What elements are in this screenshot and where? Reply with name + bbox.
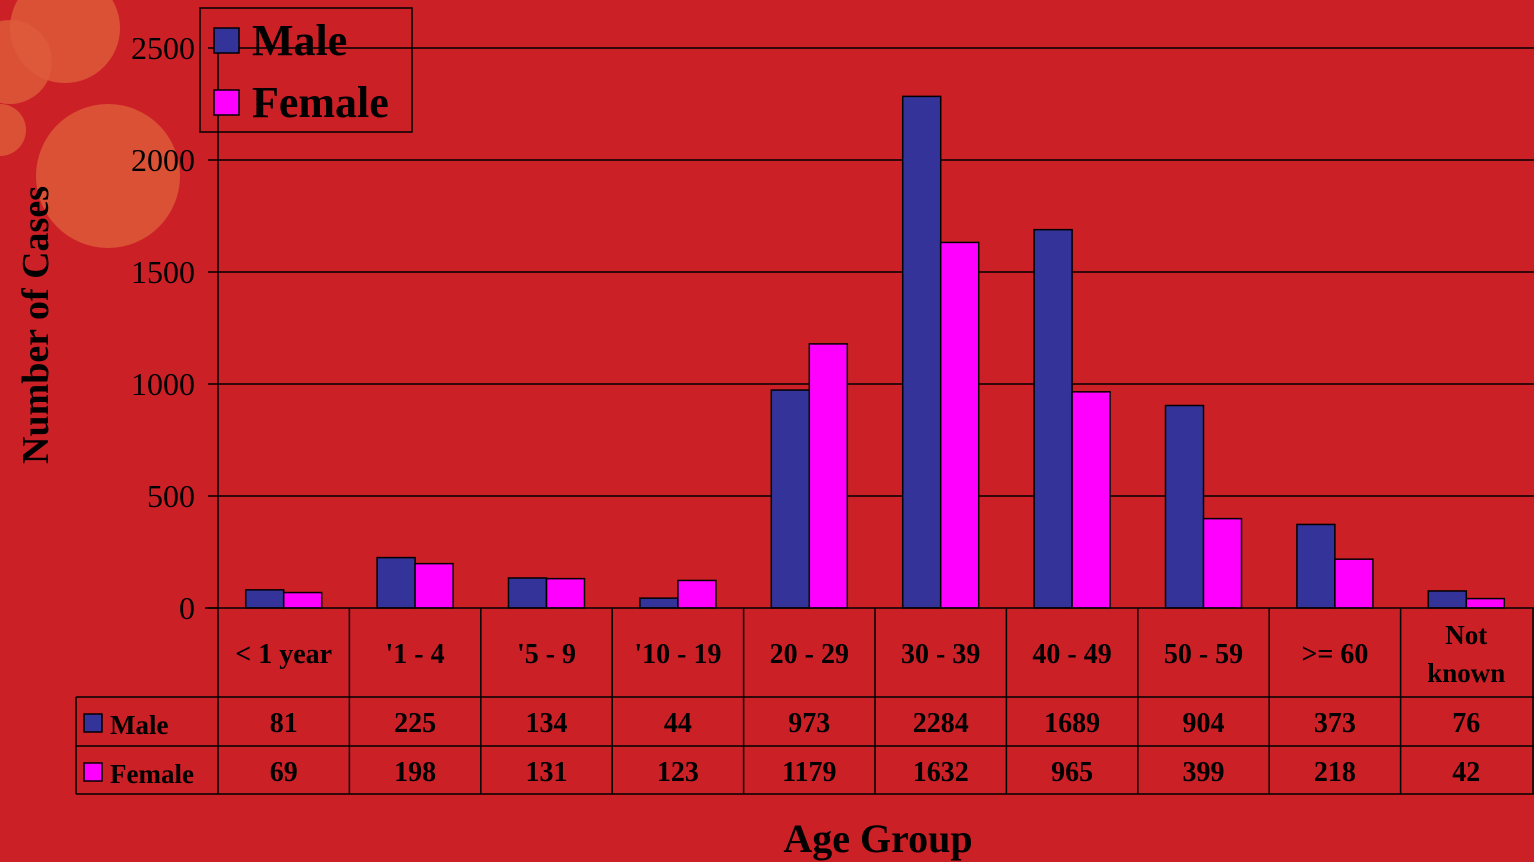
decor-circle bbox=[0, 104, 26, 156]
y-tick-label: 2000 bbox=[131, 142, 195, 178]
data-label: 131 bbox=[526, 757, 568, 788]
y-tick-label: 500 bbox=[147, 478, 195, 514]
bar-female bbox=[282, 591, 323, 609]
legend: Male Female bbox=[199, 7, 413, 133]
y-tick-labels: 0 500 1000 1500 2000 2500 bbox=[131, 30, 195, 626]
y-tick-label: 2500 bbox=[131, 30, 195, 66]
x-tick-label: '1 - 4 bbox=[386, 639, 445, 670]
decorative-circles bbox=[0, 0, 180, 248]
bar-female bbox=[1334, 558, 1374, 609]
data-label: 81 bbox=[270, 708, 298, 739]
data-label: 965 bbox=[1051, 757, 1093, 788]
x-tick-label: < 1 year bbox=[235, 639, 332, 670]
data-label: 218 bbox=[1314, 757, 1356, 788]
legend-box bbox=[199, 7, 413, 133]
bar-female bbox=[939, 241, 980, 609]
data-label: 1632 bbox=[913, 757, 969, 788]
data-label: 2284 bbox=[913, 708, 969, 739]
x-axis-label: Age Group bbox=[783, 816, 972, 861]
y-axis-label: Number of Cases bbox=[15, 186, 57, 464]
x-tick-label: known bbox=[1427, 658, 1505, 688]
gridlines bbox=[218, 47, 1534, 497]
data-label: 198 bbox=[394, 757, 436, 788]
data-label: 76 bbox=[1452, 708, 1480, 739]
legend-label: Male bbox=[252, 16, 347, 65]
y-tick-label: 1000 bbox=[131, 366, 195, 402]
bar-male bbox=[507, 577, 548, 609]
x-tick-label: '5 - 9 bbox=[517, 639, 576, 670]
bar-female bbox=[545, 577, 586, 609]
data-label: 399 bbox=[1183, 757, 1225, 788]
bar-male bbox=[1033, 228, 1073, 609]
x-tick-label: '10 - 19 bbox=[634, 639, 721, 670]
bar-female bbox=[677, 579, 717, 609]
table-series-label: Male bbox=[110, 710, 168, 740]
bar-female bbox=[1202, 517, 1243, 609]
decor-circle bbox=[36, 104, 180, 248]
data-label: 973 bbox=[788, 708, 830, 739]
bar-female bbox=[414, 562, 454, 609]
data-label: 69 bbox=[270, 757, 298, 788]
bar-female bbox=[1071, 391, 1111, 609]
x-tick-label: 20 - 29 bbox=[770, 639, 849, 670]
x-tick-label: 40 - 49 bbox=[1032, 639, 1111, 670]
bar-male bbox=[1296, 523, 1336, 609]
legend-swatch-male bbox=[213, 27, 240, 54]
x-tick-label: 30 - 39 bbox=[901, 639, 980, 670]
x-tick-label: 50 - 59 bbox=[1164, 639, 1243, 670]
decor-circle bbox=[0, 20, 52, 104]
bars bbox=[244, 95, 1506, 609]
data-label: 123 bbox=[657, 757, 699, 788]
table-series-label: Female bbox=[110, 759, 194, 789]
data-label: 134 bbox=[526, 708, 568, 739]
data-label: 225 bbox=[394, 708, 436, 739]
bar-male bbox=[244, 589, 285, 609]
data-label: 44 bbox=[664, 708, 692, 739]
data-label: 1689 bbox=[1044, 708, 1100, 739]
axes bbox=[205, 47, 1534, 609]
data-label: 42 bbox=[1452, 757, 1480, 788]
bar-male bbox=[639, 597, 679, 609]
data-label: 373 bbox=[1314, 708, 1356, 739]
table-key-female bbox=[83, 762, 103, 782]
bar-female bbox=[808, 343, 849, 609]
x-tick-label: Not bbox=[1445, 620, 1487, 650]
data-label: 1179 bbox=[782, 757, 836, 788]
bar-male bbox=[770, 389, 811, 609]
bar-male bbox=[376, 556, 416, 609]
bar-male bbox=[1427, 590, 1468, 609]
y-tick-label: 1500 bbox=[131, 254, 195, 290]
bar-male bbox=[901, 95, 942, 609]
data-label: 904 bbox=[1183, 708, 1225, 739]
y-tick-label: 0 bbox=[179, 590, 195, 626]
legend-swatch-female bbox=[213, 89, 240, 116]
x-tick-label: >= 60 bbox=[1301, 639, 1368, 670]
bar-male bbox=[1164, 404, 1205, 609]
legend-label: Female bbox=[252, 78, 389, 127]
data-table: < 1 year '1 - 4 '5 - 9 '10 - 19 20 - 29 30 - … bbox=[75, 608, 1534, 795]
table-key-male bbox=[83, 713, 103, 733]
bar-female bbox=[1465, 597, 1506, 609]
